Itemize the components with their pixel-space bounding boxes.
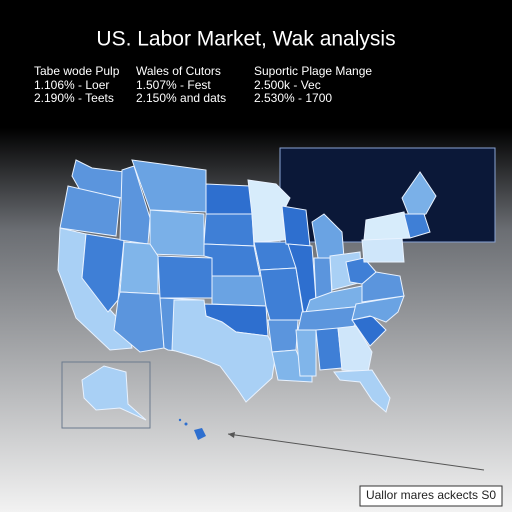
state [311, 213, 345, 259]
footer-note: Uallor mares ackects S0 [366, 488, 496, 502]
state [171, 299, 277, 403]
legend-item: 1.507% - Fest [136, 78, 211, 92]
alaska-inset [61, 361, 151, 429]
state [81, 233, 125, 313]
state [267, 319, 299, 353]
hawaii-island [178, 418, 182, 422]
note-box [359, 485, 503, 507]
state [149, 209, 205, 257]
legend-heading: Suportic Plage Mange [254, 64, 372, 78]
state [403, 213, 431, 239]
alaska [81, 365, 147, 421]
hawaii [194, 428, 206, 440]
state [119, 241, 159, 295]
legend-item: 2.500k - Vec [254, 78, 321, 92]
legend-heading: Wales of Cutors [136, 64, 221, 78]
state [361, 237, 405, 263]
state [333, 369, 391, 413]
legend-item: 2.190% - Teets [34, 91, 114, 105]
states [57, 159, 437, 413]
state [337, 325, 373, 373]
legend-heading: Tabe wode Pulp [34, 64, 120, 78]
state [205, 183, 253, 215]
state [345, 257, 377, 285]
hawaii-island [184, 422, 188, 426]
state [157, 255, 213, 299]
legend-item: 1.106% - Loer [34, 78, 109, 92]
arrow-head [228, 432, 235, 438]
state [211, 275, 267, 307]
pointer-line [227, 433, 485, 471]
state [119, 165, 151, 245]
legend-item: 2.150% and dats [136, 91, 226, 105]
legend-item: 2.530% - 1700 [254, 91, 332, 105]
state [295, 329, 317, 377]
state [203, 213, 255, 247]
state [59, 185, 121, 237]
state [203, 243, 261, 277]
title: US. Labor Market, Wak analysis [96, 28, 395, 51]
state [281, 205, 311, 247]
